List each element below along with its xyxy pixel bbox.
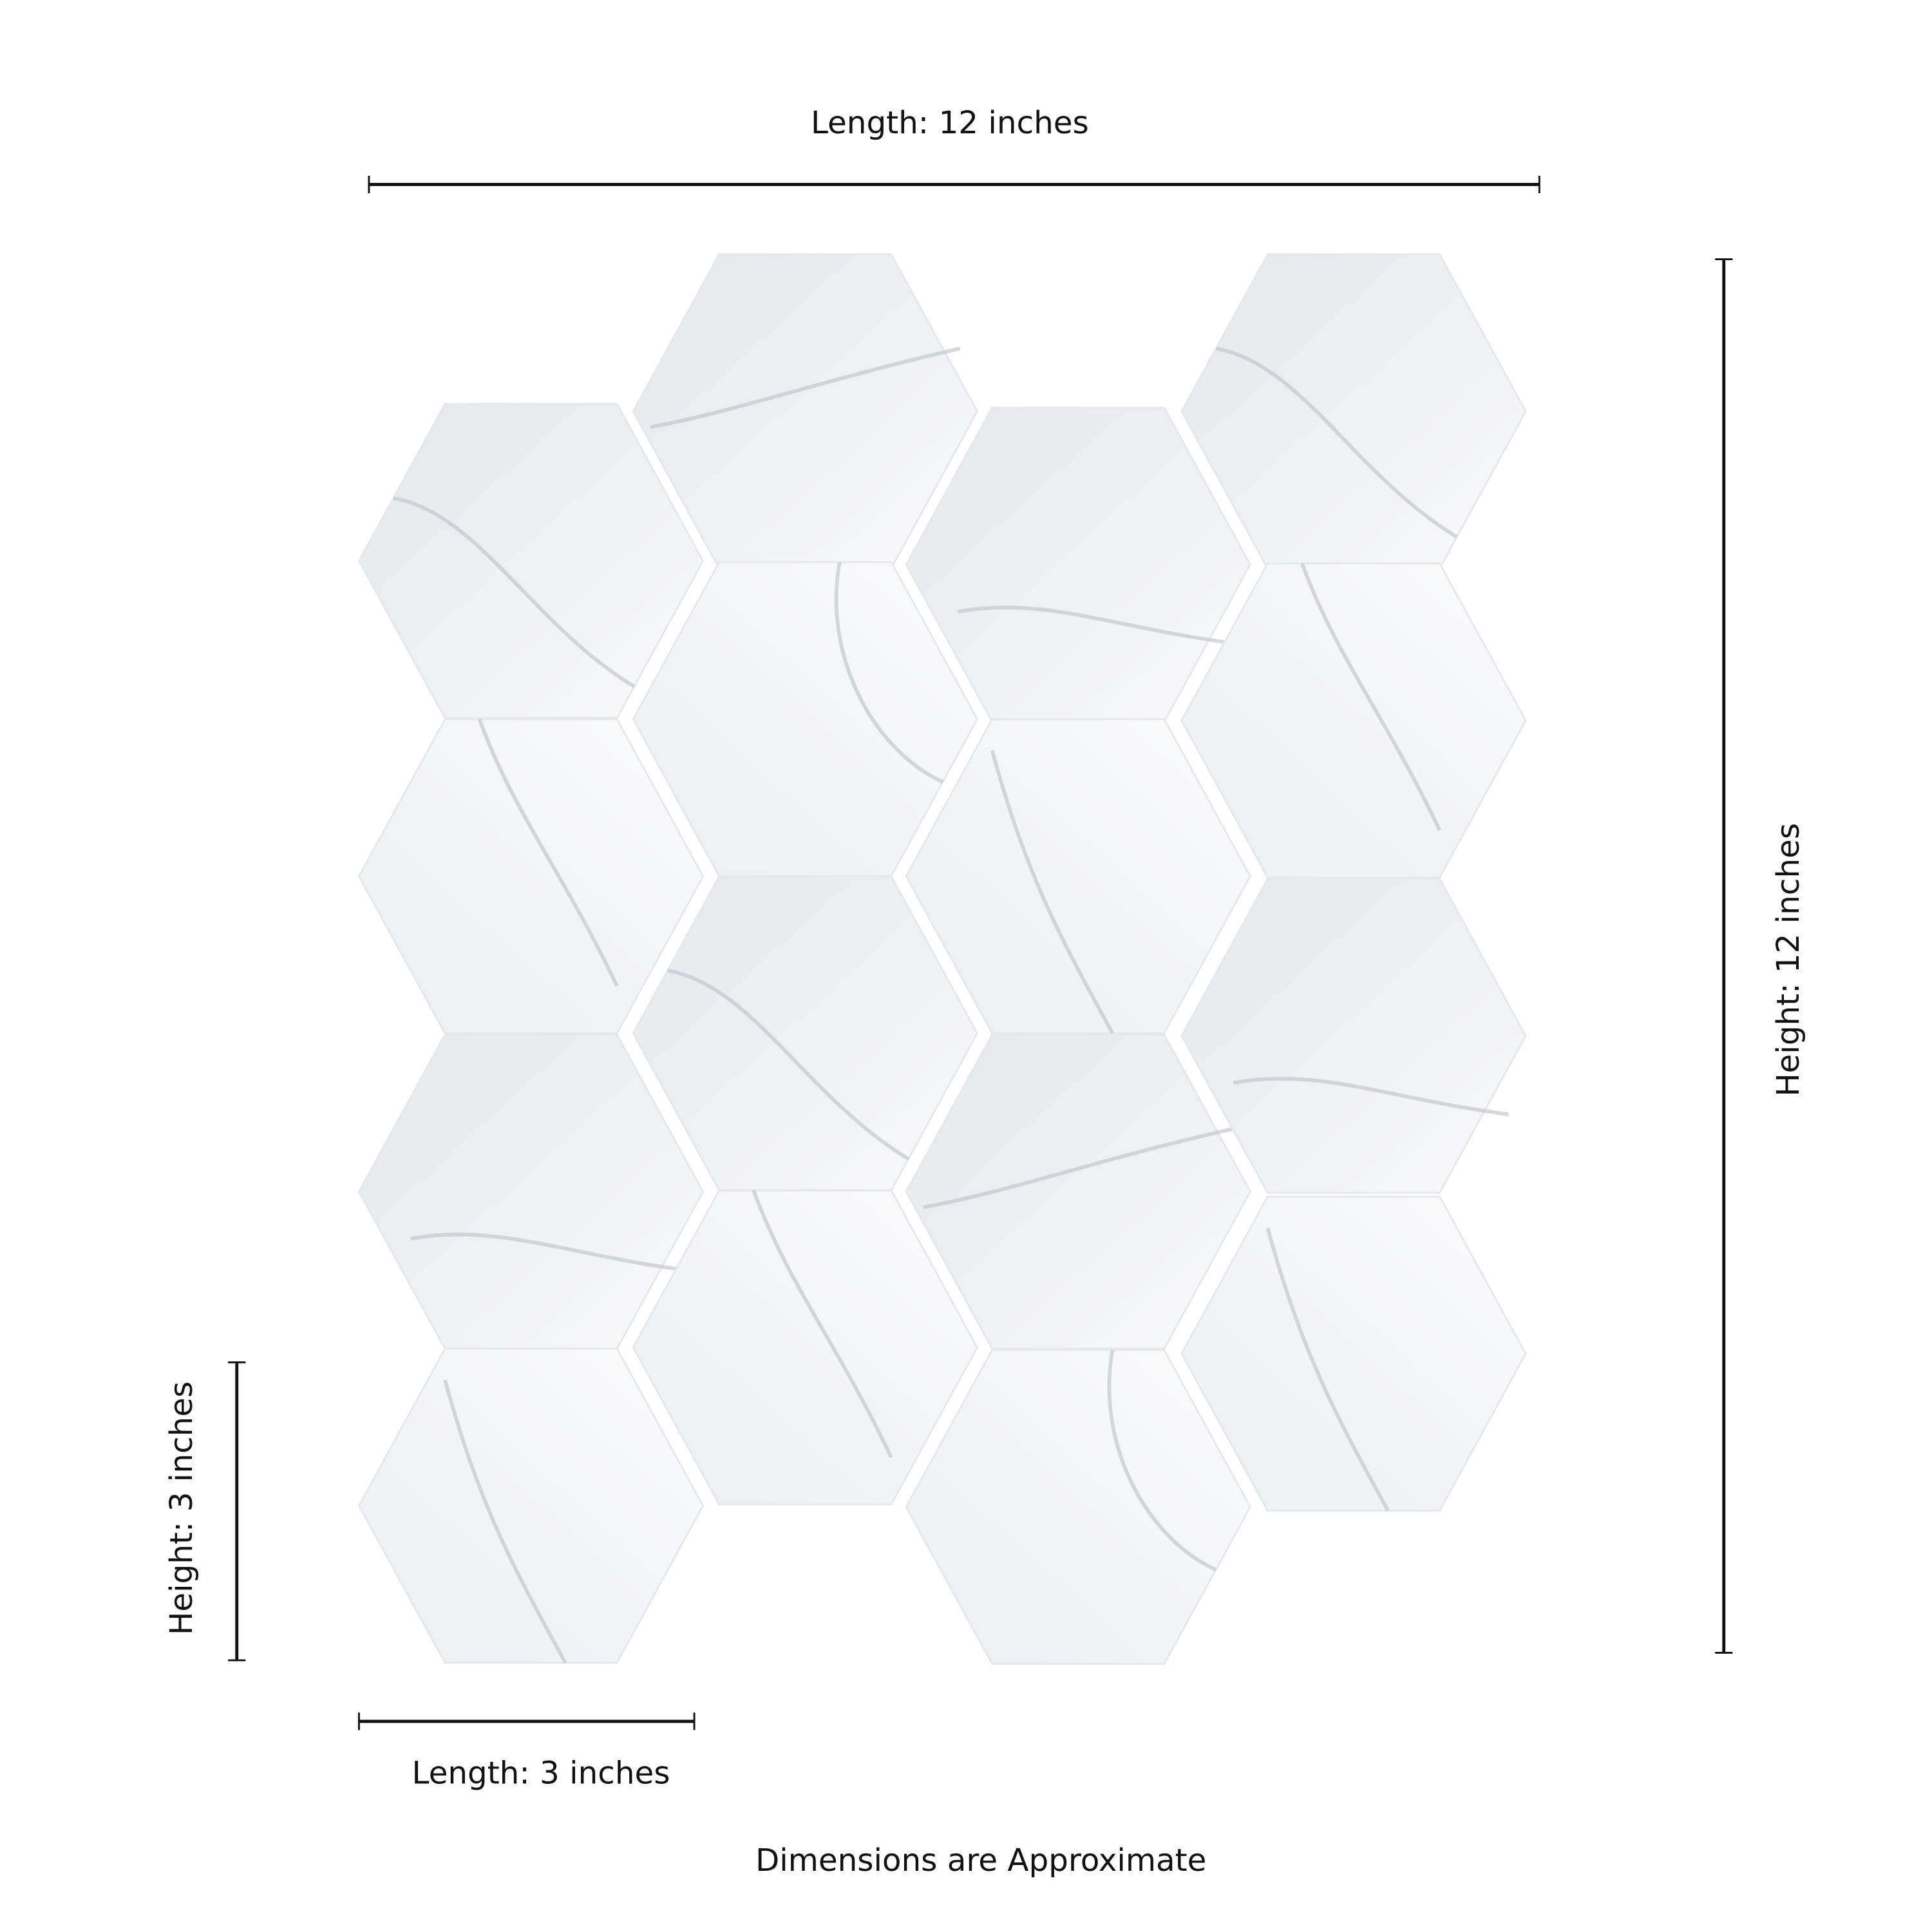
marble-vein <box>443 1379 567 1664</box>
marble-vein <box>990 750 1115 1034</box>
hex-tile <box>905 1349 1251 1665</box>
marble-vein <box>1107 1349 1217 1572</box>
hex-tile <box>905 718 1251 1034</box>
marble-vein <box>410 1232 687 1273</box>
marble-vein <box>1215 346 1458 539</box>
hex-tile <box>1180 253 1527 570</box>
marble-vein <box>1265 1227 1390 1512</box>
marble-vein <box>650 346 961 429</box>
hex-tile <box>632 1189 979 1506</box>
overall-length-dimension: Length: 12 inches <box>368 105 1540 193</box>
marble-vein <box>923 1126 1234 1209</box>
tile-height-label: Height: 3 inches <box>164 1381 200 1635</box>
tile-length-label: Length: 3 inches <box>412 1756 670 1792</box>
hex-tile <box>905 406 1251 723</box>
marble-vein <box>393 496 636 688</box>
hex-tile <box>357 402 705 719</box>
hex-tile-sheet <box>357 253 1527 1665</box>
marble-vein <box>752 1189 893 1459</box>
hex-tile <box>357 1347 705 1664</box>
marble-vein <box>1300 562 1442 831</box>
marble-vein <box>667 969 910 1161</box>
hex-tile <box>1180 562 1527 879</box>
hex-tile <box>357 1034 705 1350</box>
hex-tile <box>632 561 979 878</box>
hex-tile <box>357 718 705 1034</box>
hex-tile <box>905 1034 1251 1350</box>
marble-vein <box>834 562 944 784</box>
marble-vein <box>477 718 619 987</box>
marble-vein <box>1233 1077 1509 1117</box>
hex-tile <box>632 875 979 1191</box>
dimensions-footnote: Dimensions are Approximate <box>755 1842 1206 1879</box>
overall-height-dimension: Height: 12 inches <box>1715 258 1806 1654</box>
hex-tile <box>1180 878 1527 1194</box>
overall-height-label: Height: 12 inches <box>1770 823 1806 1097</box>
overall-length-label: Length: 12 inches <box>811 105 1089 141</box>
tile-length-dimension: Length: 3 inches <box>357 1712 696 1792</box>
hex-tile <box>632 253 979 570</box>
hex-tile <box>1180 1195 1527 1512</box>
marble-vein <box>957 605 1233 645</box>
tile-height-dimension: Height: 3 inches <box>164 1361 246 1662</box>
